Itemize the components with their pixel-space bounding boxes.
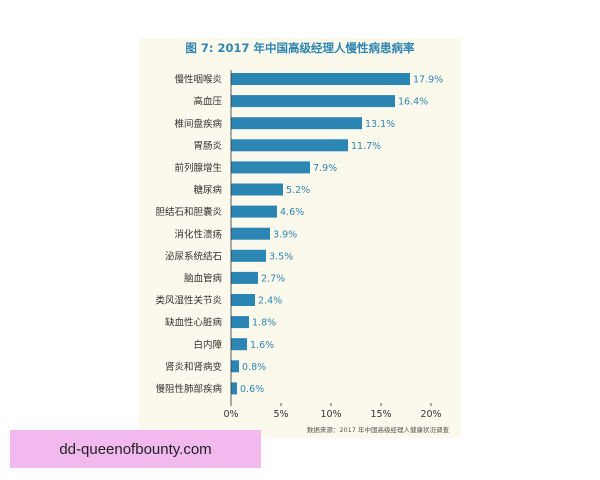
value-label: 11.7% [351,141,381,152]
chart-title-text: 2017 年中国高级经理人慢性病患病率 [217,41,415,55]
value-label: 4.6% [280,207,304,218]
chart-title: 图 7: 2017 年中国高级经理人慢性病患病率 [139,40,461,56]
category-label: 类风湿性关节炎 [155,295,222,307]
value-label: 1.8% [252,318,276,329]
category-label: 胆结石和胆囊炎 [155,206,222,218]
bar [231,360,239,373]
bar-chart: 慢性咽喉炎 17.9% 高血压 16.4% 椎间盘疾病 13.1% 胃肠炎 11.7% 前列腺增… [155,70,443,420]
category-label: 慢性咽喉炎 [174,74,222,86]
bars-layer: 慢性咽喉炎 17.9% 高血压 16.4% 椎间盘疾病 13.1% 胃肠炎 11.7% 前列腺增… [155,73,443,395]
chart-panel: 图 7: 2017 年中国高级经理人慢性病患病率 慢性咽喉炎 17.9% 高血压 16… [139,38,461,438]
bar [231,227,270,240]
bar [231,183,283,196]
value-label: 1.6% [250,340,274,351]
category-label: 糖尿病 [193,184,222,196]
chart-title-prefix: 图 7: [185,41,214,55]
category-label: 脑血管病 [184,273,223,285]
category-label: 椎间盘疾病 [174,118,222,130]
bar [231,117,362,130]
category-label: 慢阻性肺部疾病 [155,383,222,395]
category-label: 缺血性心脏病 [165,317,223,329]
value-label: 13.1% [365,119,395,130]
x-tick-label: 0% [223,409,238,420]
x-tick-label: 10% [320,409,341,420]
bar [231,161,310,174]
value-label: 17.9% [413,75,443,86]
value-label: 3.5% [269,251,293,262]
value-label: 0.8% [242,362,266,373]
x-tick-label: 5% [273,409,288,420]
bar [231,294,255,306]
bar [231,95,395,108]
value-label: 0.6% [240,384,264,395]
category-label: 高血压 [193,96,222,108]
bar [231,338,247,351]
bar [231,271,258,284]
bar [231,205,277,218]
bar [231,382,237,395]
bar [231,316,249,329]
watermark-label: dd-queenofbounty.com [10,430,261,468]
category-label: 泌尿系统结石 [165,250,222,262]
x-axis-ticks: 0% 5% 10% 15% 20% [223,403,442,420]
bar [231,249,266,262]
x-tick-label: 20% [420,409,441,420]
source-note: 数据来源：2017 年中国高级经理人健康状况调查 [306,426,449,434]
category-label: 胃肠炎 [193,141,222,152]
category-label: 消化性溃疡 [174,228,222,240]
bar [231,73,410,85]
value-label: 2.7% [261,274,285,285]
value-label: 5.2% [286,185,310,196]
bar [231,139,348,152]
category-label: 肾炎和肾病变 [165,361,223,373]
value-label: 3.9% [273,229,297,240]
category-label: 前列腺增生 [174,162,222,174]
x-tick-label: 15% [370,409,391,420]
value-label: 7.9% [313,163,337,174]
value-label: 16.4% [398,97,428,108]
value-label: 2.4% [258,296,282,307]
category-label: 白内障 [193,339,222,351]
